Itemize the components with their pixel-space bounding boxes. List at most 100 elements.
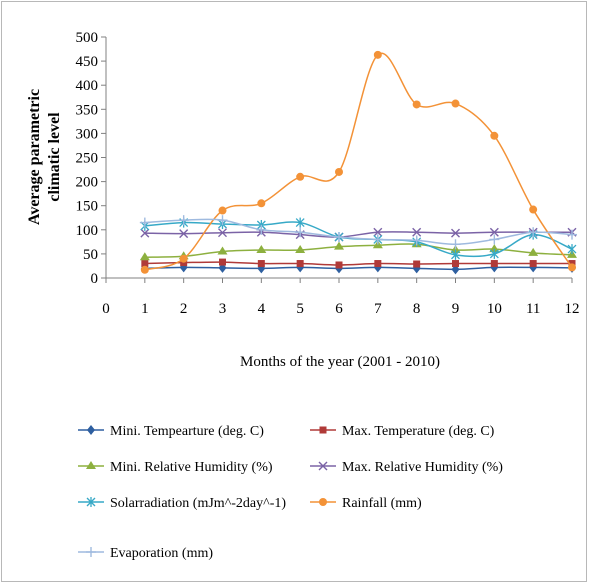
data-point — [450, 239, 461, 250]
data-point — [179, 254, 188, 263]
y-tick-label: 500 — [76, 30, 99, 46]
y-axis-title-line: Average parametric — [26, 89, 43, 225]
legend-item: Mini. Relative Humidity (%) — [78, 460, 273, 475]
data-point — [412, 100, 421, 109]
data-point — [296, 172, 305, 181]
x-tick-label: 9 — [452, 301, 460, 317]
data-point — [140, 265, 149, 274]
legend-label: Solarradiation (mJm^-2day^-1) — [110, 496, 286, 511]
x-tick-label: 8 — [413, 301, 421, 317]
x-tick-label: 2 — [180, 301, 188, 317]
y-tick-label: 150 — [76, 199, 99, 215]
y-axis-title-line: climatic level — [46, 112, 63, 202]
legend-marker — [319, 426, 327, 434]
data-point — [179, 229, 189, 239]
x-tick-label: 3 — [219, 301, 227, 317]
series-6 — [140, 50, 576, 274]
legend-marker — [86, 547, 96, 557]
data-point — [567, 229, 577, 240]
data-point — [451, 228, 460, 238]
data-point — [528, 227, 539, 238]
legend-marker — [319, 498, 327, 506]
series-line — [144, 266, 573, 271]
marker-stroke — [451, 228, 460, 238]
legend-label: Evaporation (mm) — [110, 546, 213, 561]
data-point — [490, 131, 499, 140]
data-point — [529, 205, 538, 214]
legend-item: Rainfall (mm) — [310, 496, 422, 511]
y-tick-label: 50 — [83, 247, 98, 263]
x-axis-title: Months of the year (2001 - 2010) — [240, 354, 440, 370]
data-point — [218, 206, 227, 215]
data-point — [218, 228, 227, 238]
x-tick-label: 5 — [296, 301, 304, 317]
y-tick-label: 300 — [76, 126, 99, 142]
data-point — [489, 244, 500, 253]
data-point — [411, 235, 422, 246]
legend-marker — [86, 497, 96, 507]
data-point — [295, 217, 305, 228]
x-tick-label: 1 — [141, 301, 149, 317]
data-point — [568, 263, 576, 272]
data-point — [373, 50, 382, 59]
y-tick-label: 400 — [76, 78, 99, 94]
marker-stroke — [218, 228, 227, 238]
data-point — [219, 258, 226, 266]
data-point — [373, 227, 383, 237]
y-tick-label: 100 — [76, 223, 99, 239]
legend-item: Max. Relative Humidity (%) — [310, 460, 503, 475]
data-point — [489, 248, 499, 259]
data-point — [452, 260, 459, 268]
legend-label: Max. Temperature (deg. C) — [342, 424, 495, 439]
x-tick-label: 10 — [487, 301, 502, 317]
series-line — [144, 243, 573, 259]
data-point — [567, 244, 577, 255]
data-point — [256, 245, 267, 254]
data-point — [141, 260, 149, 268]
data-point — [372, 234, 383, 245]
legend-item: Evaporation (mm) — [78, 546, 213, 561]
legend-marker — [86, 461, 96, 469]
x-tick-label: 12 — [565, 301, 580, 317]
y-tick-label: 0 — [91, 271, 99, 287]
legend: Mini. Tempearture (deg. C) Max. Temperatu… — [78, 424, 503, 561]
data-point — [178, 215, 189, 226]
data-point — [140, 228, 150, 238]
data-point — [528, 247, 539, 256]
data-point — [451, 99, 460, 108]
series-7 — [139, 215, 577, 250]
data-point — [334, 241, 344, 250]
series-layer — [139, 50, 577, 275]
y-axis-title: Average parametric climatic level — [26, 89, 63, 225]
data-point — [489, 227, 499, 237]
data-point — [490, 260, 498, 268]
marker-stroke — [489, 227, 499, 237]
x-tick-label: 11 — [526, 301, 540, 317]
y-tick-label: 200 — [76, 175, 99, 191]
series-3 — [139, 239, 577, 261]
legend-label: Mini. Tempearture (deg. C) — [110, 424, 264, 439]
data-point — [374, 260, 382, 268]
data-point — [256, 224, 267, 235]
marker-stroke — [179, 229, 189, 239]
marker-stroke — [373, 227, 383, 237]
data-point — [217, 215, 228, 226]
y-tick-label: 350 — [76, 102, 99, 118]
series-2 — [141, 258, 576, 269]
data-point — [217, 246, 228, 255]
x-tick-label: 7 — [374, 301, 382, 317]
data-point — [295, 245, 306, 254]
data-point — [335, 261, 343, 269]
legend-label: Rainfall (mm) — [342, 496, 422, 511]
data-point — [139, 252, 150, 261]
data-point — [412, 227, 422, 237]
legend-marker — [318, 461, 328, 471]
series-line — [144, 261, 572, 266]
legend-item: Mini. Tempearture (deg. C) — [78, 424, 264, 439]
x-tick-label: 6 — [335, 301, 343, 317]
data-point — [139, 217, 150, 228]
data-point — [295, 227, 306, 238]
series-line — [144, 231, 572, 238]
legend-label: Max. Relative Humidity (%) — [342, 460, 503, 475]
